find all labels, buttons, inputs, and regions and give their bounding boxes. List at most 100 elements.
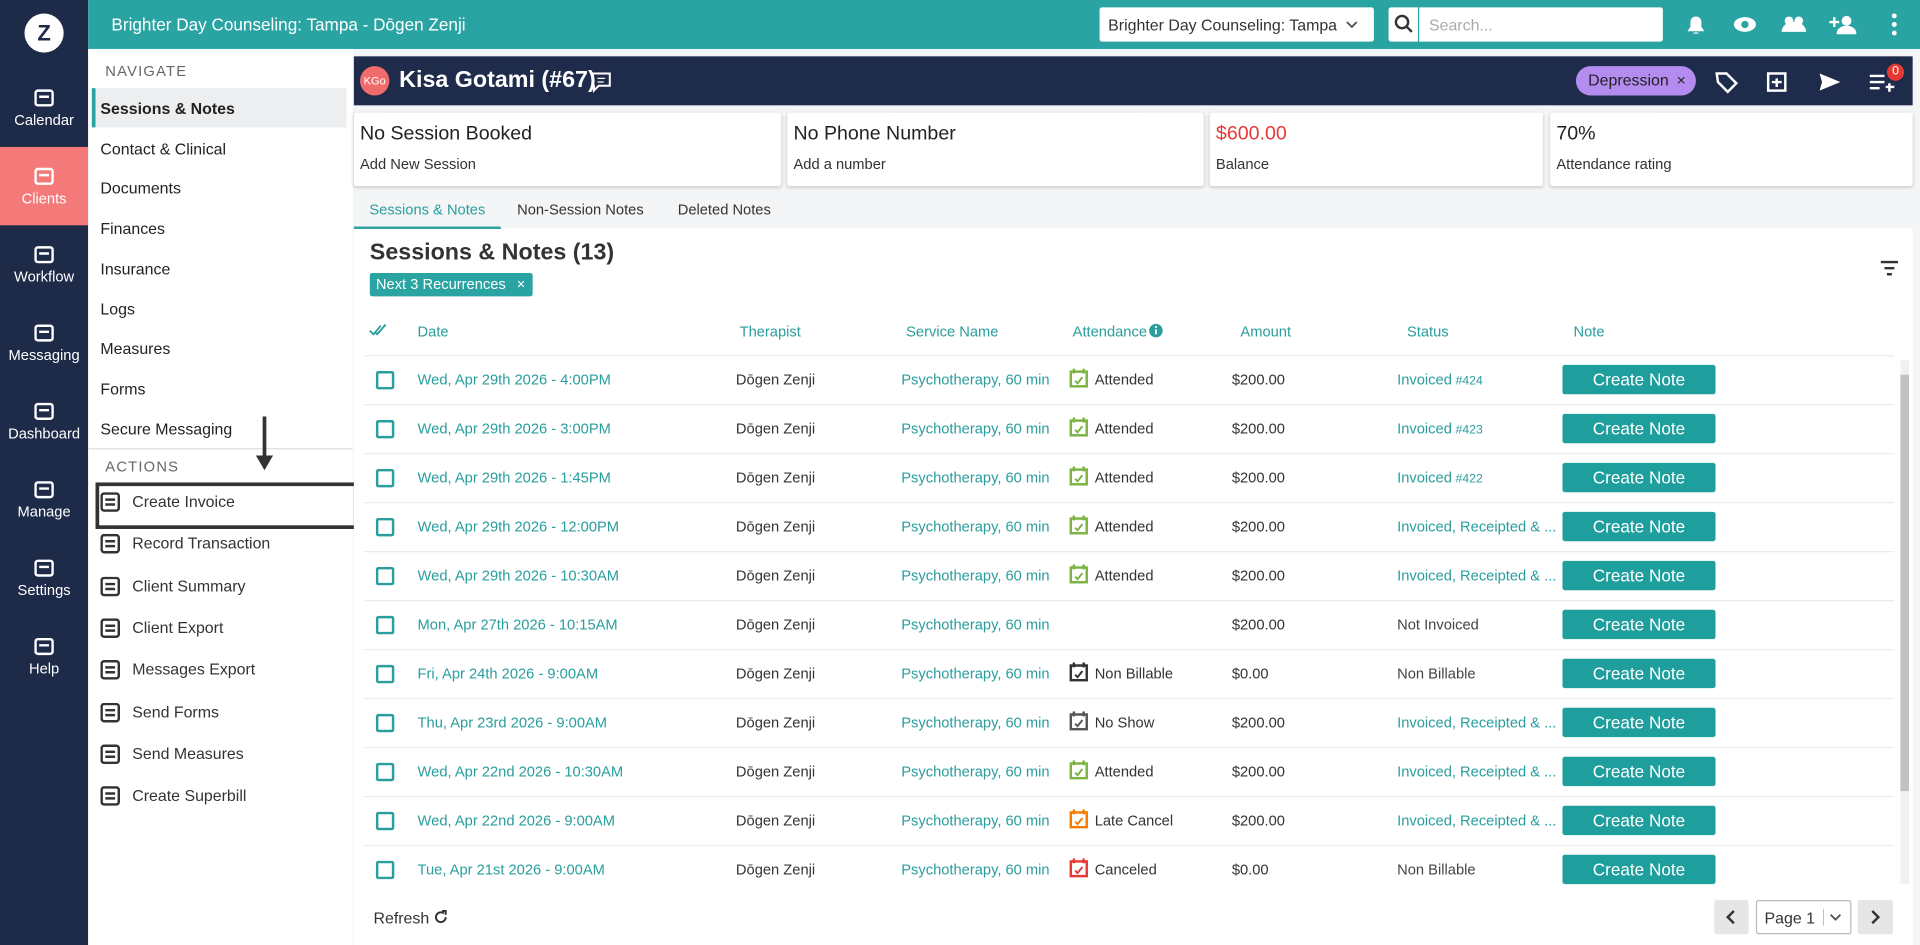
menu-item[interactable]: Contact & Clinical (92, 128, 343, 167)
column-header[interactable]: Status (1406, 323, 1449, 341)
select-all-icon[interactable] (369, 323, 389, 338)
service-name[interactable]: Psychotherapy, 60 min (901, 713, 1050, 732)
session-date[interactable]: Wed, Apr 29th 2026 - 4:00PM (417, 371, 611, 389)
people-icon[interactable] (1781, 21, 1807, 32)
create-note-button[interactable]: Create Note (1562, 560, 1716, 591)
session-date[interactable]: Wed, Apr 22nd 2026 - 10:30AM (417, 762, 624, 781)
send-icon[interactable] (1819, 73, 1841, 91)
tab[interactable]: Non-Session Notes (501, 193, 660, 226)
service-name[interactable]: Psychotherapy, 60 min (901, 517, 1050, 536)
nav-item[interactable]: Help (0, 617, 88, 695)
session-date[interactable]: Tue, Apr 21st 2026 - 9:00AM (417, 860, 605, 878)
refresh-button[interactable]: Refresh (373, 909, 448, 927)
column-header[interactable]: Service Name (906, 323, 999, 341)
tag-remove[interactable]: × (1676, 71, 1686, 90)
session-date[interactable]: Fri, Apr 24th 2026 - 9:00AM (417, 664, 599, 683)
row-checkbox[interactable] (375, 811, 395, 831)
summary-card[interactable]: $600.00 Balance (1209, 112, 1543, 187)
prev-page[interactable] (1714, 900, 1749, 935)
create-note-button[interactable]: Create Note (1562, 413, 1716, 444)
service-name[interactable]: Psychotherapy, 60 min (901, 371, 1050, 389)
client-tag[interactable]: Depression × (1575, 66, 1696, 96)
search-input[interactable]: Search... (1419, 7, 1663, 42)
create-note-button[interactable]: Create Note (1562, 609, 1716, 640)
nav-item[interactable]: Clients (0, 146, 89, 226)
create-note-button[interactable]: Create Note (1562, 658, 1716, 689)
filter-icon[interactable] (1880, 260, 1900, 277)
location-select[interactable]: Brighter Day Counseling: Tampa (1099, 7, 1374, 42)
action-item[interactable]: Client Export (96, 608, 347, 647)
filter-remove[interactable]: × (516, 275, 526, 293)
menu-item[interactable]: Forms (92, 368, 343, 407)
summary-card[interactable]: No Phone Number Add a number (787, 112, 1204, 187)
row-checkbox[interactable] (375, 762, 395, 782)
menu-item[interactable]: Documents (92, 168, 343, 207)
row-checkbox[interactable] (375, 468, 395, 488)
action-item[interactable]: Messages Export (96, 650, 347, 689)
bell-icon[interactable] (1687, 16, 1705, 34)
status[interactable]: Invoiced #424 (1397, 371, 1483, 388)
create-note-button[interactable]: Create Note (1562, 854, 1716, 885)
service-name[interactable]: Psychotherapy, 60 min (901, 566, 1050, 585)
row-checkbox[interactable] (375, 713, 395, 733)
create-note-button[interactable]: Create Note (1562, 364, 1716, 395)
row-checkbox[interactable] (375, 860, 395, 880)
nav-item[interactable]: Dashboard (0, 382, 88, 460)
add-person-icon[interactable] (1829, 17, 1857, 35)
session-date[interactable]: Wed, Apr 29th 2026 - 12:00PM (417, 517, 620, 536)
column-header[interactable]: Attendance (1072, 323, 1148, 341)
row-checkbox[interactable] (375, 664, 395, 684)
nav-item[interactable]: Settings (0, 539, 88, 617)
invoice-number[interactable]: #424 (1455, 374, 1483, 389)
menu-item[interactable]: Sessions & Notes (91, 88, 347, 128)
nav-item[interactable]: Messaging (0, 304, 88, 382)
session-date[interactable]: Thu, Apr 23rd 2026 - 9:00AM (417, 713, 608, 732)
column-header[interactable]: Date (417, 323, 449, 341)
column-header[interactable]: Amount (1240, 323, 1292, 341)
nav-item[interactable]: Manage (0, 460, 88, 538)
action-item[interactable]: Create Superbill (96, 776, 347, 815)
menu-item[interactable]: Insurance (92, 248, 343, 287)
action-item[interactable]: Create Invoice (96, 482, 347, 521)
menu-item[interactable]: Finances (92, 208, 343, 247)
menu-item[interactable]: Secure Messaging (92, 408, 343, 447)
tab[interactable]: Sessions & Notes (353, 193, 501, 229)
chat-icon[interactable] (590, 71, 612, 93)
summary-card[interactable]: 70% Attendance rating (1550, 112, 1913, 187)
next-page[interactable] (1857, 900, 1894, 935)
scrollbar-thumb[interactable] (1900, 374, 1909, 792)
action-item[interactable]: Send Forms (96, 692, 347, 731)
service-name[interactable]: Psychotherapy, 60 min (901, 420, 1050, 438)
filter-chip[interactable]: Next 3 Recurrences × (369, 273, 533, 297)
column-header[interactable]: Therapist (739, 323, 801, 341)
column-header[interactable]: Note (1573, 323, 1605, 341)
search-button[interactable] (1388, 7, 1418, 42)
create-note-button[interactable]: Create Note (1562, 462, 1716, 493)
nav-item[interactable]: Calendar (0, 69, 88, 147)
status[interactable]: Invoiced #422 (1397, 469, 1483, 486)
tab[interactable]: Deleted Notes (660, 193, 789, 226)
menu-item[interactable]: Measures (92, 328, 343, 367)
service-name[interactable]: Psychotherapy, 60 min (901, 860, 1050, 878)
row-checkbox[interactable] (375, 371, 395, 390)
create-note-button[interactable]: Create Note (1562, 756, 1716, 787)
calendar-icon[interactable] (1766, 72, 1787, 92)
more-icon[interactable] (1891, 30, 1897, 36)
session-date[interactable]: Wed, Apr 22nd 2026 - 9:00AM (417, 811, 615, 829)
service-name[interactable]: Psychotherapy, 60 min (901, 762, 1050, 781)
create-note-button[interactable]: Create Note (1562, 511, 1716, 542)
service-name[interactable]: Psychotherapy, 60 min (901, 664, 1050, 683)
create-note-button[interactable]: Create Note (1562, 707, 1716, 738)
session-date[interactable]: Wed, Apr 29th 2026 - 1:45PM (417, 468, 611, 487)
row-checkbox[interactable] (375, 615, 395, 635)
action-item[interactable]: Record Transaction (96, 524, 347, 563)
tag-icon[interactable] (1715, 72, 1739, 94)
invoice-number[interactable]: #423 (1455, 423, 1483, 438)
invoice-number[interactable]: #422 (1455, 472, 1483, 487)
status[interactable]: Invoiced #423 (1397, 420, 1483, 437)
menu-item[interactable]: Logs (92, 288, 343, 327)
action-item[interactable]: Client Summary (96, 566, 347, 605)
row-checkbox[interactable] (375, 517, 395, 537)
row-checkbox[interactable] (375, 420, 395, 439)
nav-item[interactable]: Workflow (0, 225, 88, 303)
